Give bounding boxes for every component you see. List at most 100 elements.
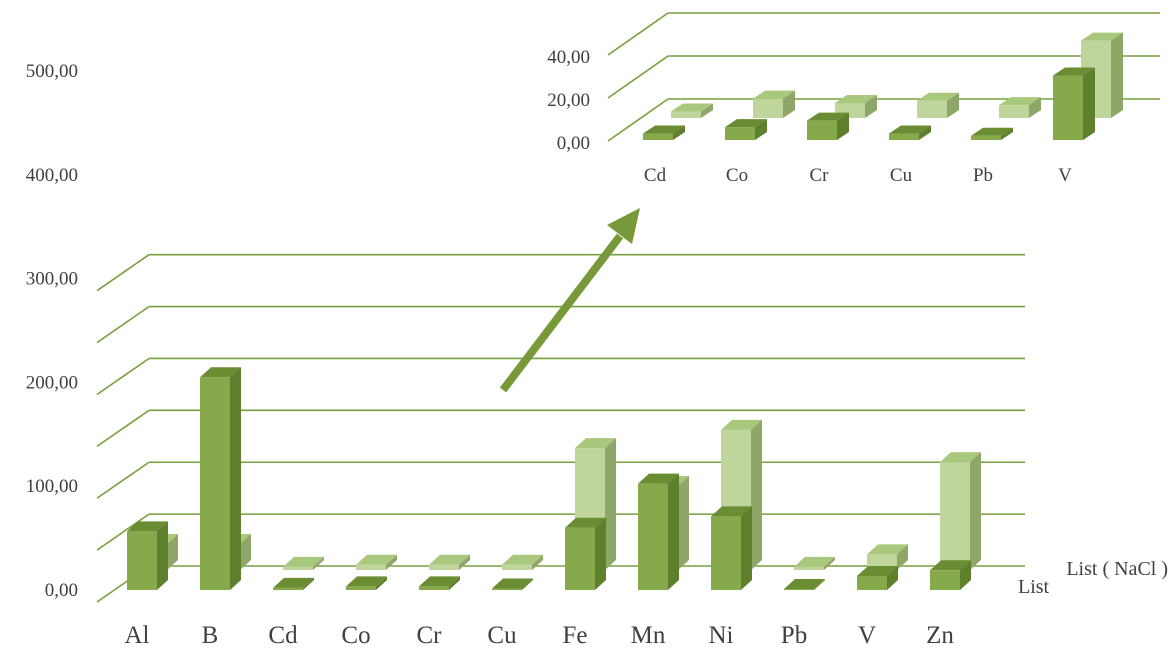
bar-list-co-side (376, 576, 387, 590)
bar-list-nacl-zn-side (970, 452, 981, 570)
bar-list-nacl-v-top (867, 544, 908, 555)
zoom-arrow-shaft (499, 233, 624, 393)
inset-y-tick-label: 40,00 (547, 47, 590, 68)
x-tick-label: Cr (417, 622, 443, 646)
x-tick-label: Cd (268, 622, 298, 646)
inset-bar-list-pb (971, 135, 1001, 140)
bar-list-nacl-cu-side (532, 554, 543, 570)
inset-gridline-diagonal (607, 55, 669, 99)
bar-list-nacl-fe-side (605, 438, 616, 570)
bar-list-b-top (200, 367, 241, 378)
bar-list-ni-side (741, 506, 752, 590)
main-chart: 0,00 100,00 200,00 300,00 400,00 500,00 Al B Cd C… (26, 61, 1168, 649)
x-tick-label: B (202, 622, 219, 646)
bar-list-zn-top (930, 560, 971, 571)
inset-bar-list-cd-side (673, 125, 685, 140)
inset-x-tick-label: Cu (890, 165, 913, 186)
bar-list-cd-top (273, 577, 314, 588)
inset-y-tick-label: 20,00 (547, 90, 590, 111)
gridline-diagonal (96, 357, 150, 396)
bar-list-pb-side (814, 578, 825, 590)
x-tick-label: Pb (781, 622, 807, 646)
bar-list-nacl-mn-side (678, 475, 689, 570)
bar-list-cr-top (419, 576, 460, 587)
bar-list-v (857, 575, 887, 590)
bar-list-nacl-co (356, 564, 386, 570)
bar-list-nacl-v-side (897, 544, 908, 570)
gridline-diagonal (96, 254, 150, 292)
x-tick-label: Fe (563, 622, 588, 646)
bar-list-zn-side (960, 560, 971, 590)
bar-list-fe (565, 527, 595, 590)
y-tick-label: 0,00 (45, 580, 78, 601)
bar-list-co-top (346, 576, 387, 587)
inset-bar-list-cu-top (889, 125, 931, 134)
bar-list-v-top (857, 565, 898, 576)
inset-bar-list-cr-side (837, 112, 849, 140)
gridline-diagonal (96, 305, 150, 344)
bar-list-nacl-co-top (356, 554, 397, 565)
bar-list-nacl-cd-side (313, 556, 324, 570)
inset-bar-list-nacl-co-side (783, 90, 795, 118)
x-tick-label: Mn (631, 622, 666, 646)
bar-list-co (346, 586, 376, 590)
bar-list-nacl-zn (940, 462, 970, 570)
inset-bar-list-cd (643, 133, 673, 140)
gridline-diagonal (96, 409, 150, 448)
bar-list-al (127, 531, 157, 590)
inset-chart: 0,00 20,00 40,00 Cd Co Cr Cu Pb V (547, 12, 1160, 186)
bar-list-nacl-cr-side (459, 554, 470, 570)
x-tick-label: Ni (709, 622, 734, 646)
inset-bar-list-nacl-co-top (753, 90, 795, 99)
bar-list-nacl-cu (502, 564, 532, 570)
gridline-diagonal (96, 513, 150, 551)
y-tick-label: 500,00 (26, 61, 78, 82)
bar-list-nacl-co-side (386, 554, 397, 570)
inset-bar-list-pb-top (971, 127, 1013, 136)
inset-bar-list-nacl-cd-side (701, 103, 713, 118)
bar-list-mn (638, 483, 668, 590)
inset-bar-list-nacl-cr-side (865, 94, 877, 118)
y-tick-label: 100,00 (26, 476, 78, 497)
bar-list-nacl-cd-top (283, 556, 324, 567)
inset-bar-list-nacl-pb (999, 105, 1029, 118)
y-tick-label: 200,00 (26, 372, 78, 393)
inset-x-tick-label: Co (726, 165, 748, 186)
bar-list-nacl-al-side (167, 534, 178, 570)
inset-x-tick-label: Pb (973, 165, 993, 186)
bar-list-pb-top (784, 578, 825, 589)
bar-list-mn-side (668, 473, 679, 590)
zoom-arrow-head (607, 208, 640, 244)
inset-bar-list-cd-top (643, 125, 685, 134)
inset-bar-list-co-side (755, 119, 767, 140)
inset-bar-list-nacl-cu-side (947, 92, 959, 118)
inset-bar-list-cr-top (807, 112, 849, 121)
bar-list-nacl-fe-top (575, 438, 616, 449)
bar-list-cr-side (449, 576, 460, 590)
bar-list-nacl-cr-top (429, 554, 470, 565)
x-tick-label: Al (125, 622, 150, 646)
bar-list-cd-side (303, 577, 314, 590)
bar-list-ni-top (711, 506, 752, 517)
bar-list-v-side (887, 565, 898, 590)
inset-bar-list-nacl-cu-top (917, 92, 959, 101)
bar-list-cr (419, 586, 449, 590)
bar-list-nacl-cd (283, 566, 313, 570)
inset-bar-list-nacl-pb-side (1029, 97, 1041, 118)
inset-bar-list-nacl-pb-top (999, 97, 1041, 106)
x-tick-label: V (858, 622, 876, 646)
inset-bar-list-nacl-cu (917, 100, 947, 118)
inset-x-tick-label: V (1058, 165, 1072, 186)
bar-list-mn-top (638, 473, 679, 484)
x-tick-label: Cu (487, 622, 517, 646)
bar-list-al-side (157, 521, 168, 590)
inset-bar-list-nacl-v-top (1081, 32, 1123, 41)
inset-bar-list-nacl-cd (671, 111, 701, 118)
inset-bar-list-nacl-cd-top (671, 103, 713, 112)
inset-gridline-diagonal (607, 12, 669, 56)
x-tick-label: Co (341, 622, 370, 646)
inset-y-tick-label: 0,00 (557, 133, 590, 154)
bar-list-cd (273, 587, 303, 590)
inset-bar-list-cu (889, 133, 919, 140)
